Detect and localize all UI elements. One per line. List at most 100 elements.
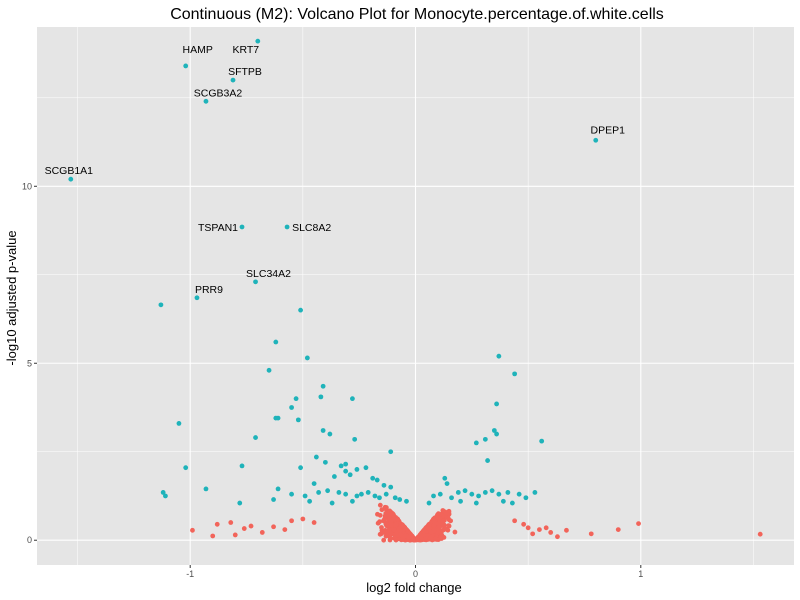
significant-point <box>370 475 376 481</box>
not-significant-point <box>382 516 387 522</box>
significant-point <box>354 467 360 472</box>
significant-point <box>365 490 371 495</box>
not-significant-point <box>446 523 452 529</box>
gene-label-sftpb: SFTPB <box>228 66 262 78</box>
significant-point <box>442 475 448 481</box>
y-axis-label: -log10 adjusted p-value <box>4 230 19 365</box>
labeled-gene-points <box>68 38 599 301</box>
gene-label-slc8a2: SLC8A2 <box>292 222 331 234</box>
significant-point <box>304 355 310 361</box>
y-tick-label: 5 <box>27 358 32 368</box>
not-significant-point <box>636 521 641 526</box>
not-significant-point <box>386 527 392 533</box>
not-significant-point <box>271 524 276 530</box>
significant-point <box>431 493 436 499</box>
y-tick-label: 0 <box>27 535 32 545</box>
significant-point <box>426 500 432 506</box>
significant-point <box>336 490 342 495</box>
significant-point <box>388 484 394 490</box>
not-significant-point <box>289 518 294 524</box>
significant-point <box>500 498 506 504</box>
x-tick-label: 0 <box>413 569 418 579</box>
not-significant-point <box>439 533 445 538</box>
significant-point <box>359 491 364 497</box>
significant-point <box>322 459 328 465</box>
gene-point-sftpb <box>230 77 236 83</box>
not-significant-point <box>418 533 423 539</box>
significant-point <box>374 477 380 483</box>
significant-point <box>473 440 479 446</box>
not-significant-point <box>403 533 409 539</box>
not-significant-point <box>387 530 393 536</box>
significant-point <box>313 454 319 460</box>
significant-point <box>354 493 360 499</box>
not-significant-point <box>241 526 247 531</box>
not-significant-point <box>381 537 387 543</box>
not-significant-point <box>443 526 449 532</box>
significant-point <box>437 491 443 497</box>
significant-point <box>338 463 344 469</box>
not-significant-point <box>428 536 434 541</box>
not-significant-point <box>248 523 254 529</box>
significant-point <box>237 500 243 506</box>
not-significant-point <box>431 516 436 522</box>
significant-point <box>444 481 450 486</box>
not-significant-point <box>377 502 383 508</box>
significant-point <box>302 493 308 499</box>
gene-label-slc34a2: SLC34A2 <box>246 268 291 280</box>
significant-point <box>343 468 349 474</box>
significant-point <box>289 405 294 410</box>
not-significant-point <box>377 512 383 518</box>
gene-point-krt7 <box>255 38 261 44</box>
not-significant-point <box>379 507 385 513</box>
not-significant-point <box>521 521 527 527</box>
significant-point <box>295 417 301 423</box>
significant-point <box>532 490 538 495</box>
significant-point <box>539 438 545 444</box>
gene-label-scgb3a2: SCGB3A2 <box>194 87 243 99</box>
significant-point <box>325 488 331 494</box>
gene-point-slc34a2 <box>253 279 258 285</box>
significant-point <box>455 490 461 495</box>
not-significant-point <box>397 528 403 533</box>
not-significant-point <box>393 521 399 527</box>
not-significant-point <box>232 532 238 538</box>
gene-labels: KRT7 HAMP SFTPB SCGB3A2 DPEP1 SCGB1A1 TSPAN1 SL… <box>45 44 626 296</box>
significant-point <box>491 428 497 433</box>
gene-point-scgb1a1 <box>68 176 74 182</box>
significant-point <box>392 495 398 501</box>
not-significant-point <box>395 516 401 522</box>
not-significant-point <box>388 518 394 524</box>
significant-point <box>293 396 299 402</box>
significant-point <box>347 472 353 478</box>
significant-point <box>494 401 500 407</box>
gene-point-prr9 <box>194 295 200 301</box>
not-significant-point <box>383 505 389 510</box>
significant-point <box>318 394 324 400</box>
chart-title: Continuous (M2): Volcano Plot for Monocy… <box>170 6 664 23</box>
gene-label-scgb1a1: SCGB1A1 <box>45 165 94 177</box>
not-significant-point <box>422 536 428 542</box>
not-significant-point <box>525 525 531 531</box>
significant-point <box>462 488 468 494</box>
significant-point <box>350 498 355 504</box>
significant-point <box>397 497 403 502</box>
not-significant-point <box>377 519 382 525</box>
not-significant-point <box>400 536 405 542</box>
not-significant-point <box>400 523 406 529</box>
significant-point <box>489 488 495 494</box>
significant-point <box>273 339 279 345</box>
gene-point-tspan1 <box>239 224 245 230</box>
not-significant-point <box>615 527 621 533</box>
significant-point <box>482 490 488 495</box>
significant-point <box>275 486 281 492</box>
not-significant-point <box>436 527 441 533</box>
x-tick-label: -1 <box>186 569 194 579</box>
not-significant-point <box>387 536 393 541</box>
not-significant-point <box>228 520 234 525</box>
gene-point-scgb3a2 <box>203 98 209 104</box>
not-significant-point <box>548 530 554 535</box>
significant-point <box>183 465 189 471</box>
gene-point-hamp <box>183 63 189 69</box>
